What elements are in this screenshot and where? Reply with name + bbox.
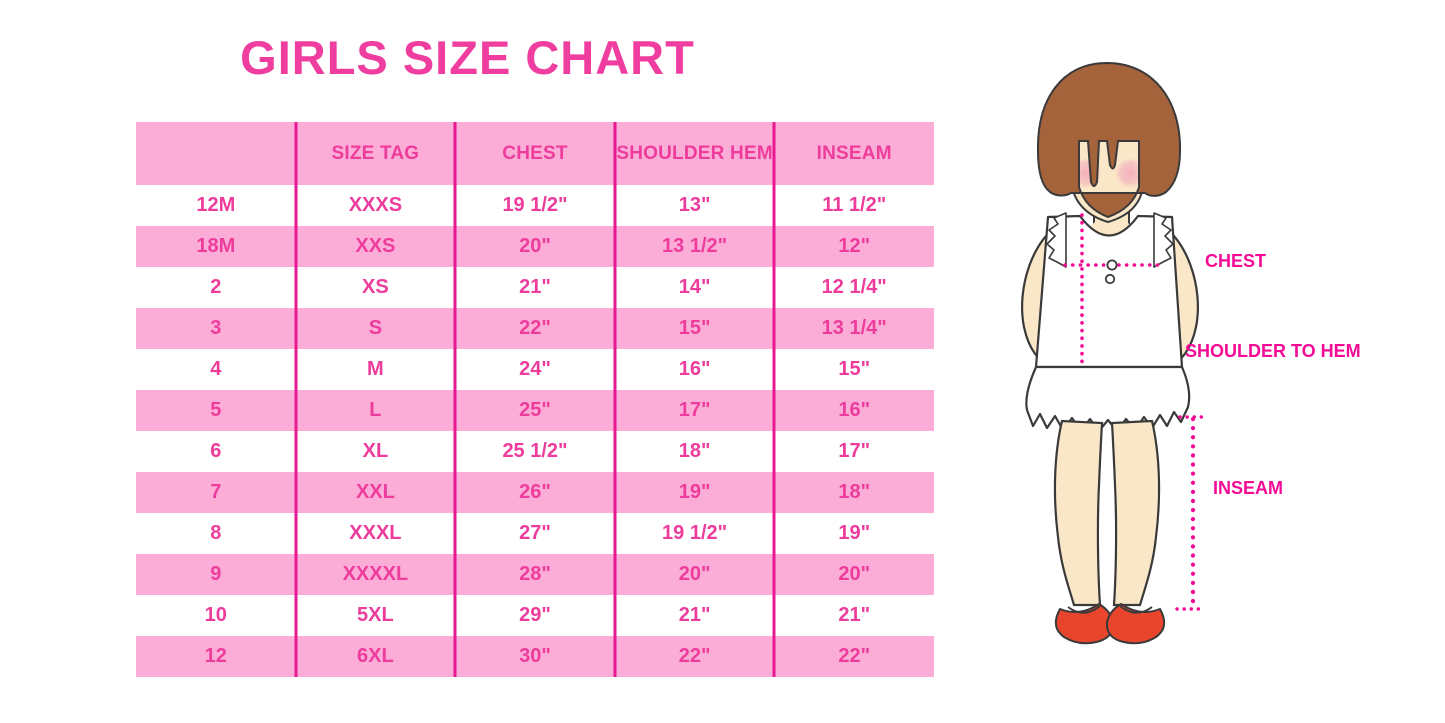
table-cell: 19 1/2" bbox=[502, 194, 568, 216]
girl-top-button-1 bbox=[1106, 259, 1118, 271]
table-cell: 19" bbox=[678, 481, 711, 503]
table-cell: 21" bbox=[838, 604, 871, 626]
table-cell: 17" bbox=[838, 440, 871, 462]
table-cell: 21" bbox=[519, 276, 551, 298]
table-cell: 14" bbox=[678, 276, 711, 298]
table-cell: 9 bbox=[210, 563, 222, 585]
table-cell: XXL bbox=[355, 481, 395, 503]
table-row: 10 5XL 29" 21" 21" bbox=[136, 595, 934, 636]
table-cell: 12" bbox=[838, 235, 871, 257]
table-cell: XXXS bbox=[348, 194, 403, 216]
table-cell: 8 bbox=[210, 522, 222, 544]
table-header-row: SIZE TAG CHEST SHOULDER HEM INSEAM bbox=[136, 122, 934, 185]
table-cell: 22" bbox=[838, 645, 871, 667]
table-cell: 22" bbox=[519, 317, 551, 339]
shoulder-to-hem-measure-label: SHOULDER TO HEM bbox=[1185, 341, 1361, 361]
column-divider bbox=[613, 122, 617, 677]
column-header: INSEAM bbox=[816, 142, 892, 164]
table-cell: 15" bbox=[838, 358, 871, 380]
table-cell: 3 bbox=[210, 317, 222, 339]
table-cell: 13 1/2" bbox=[662, 235, 728, 257]
table-row: 2 XS 21" 14" 12 1/4" bbox=[136, 267, 934, 308]
table-row: 8 XXXL 27" 19 1/2" 19" bbox=[136, 513, 934, 554]
table-cell: XS bbox=[362, 276, 389, 298]
table-cell: 20" bbox=[838, 563, 871, 585]
column-divider bbox=[772, 122, 776, 677]
table-cell: 15" bbox=[678, 317, 711, 339]
girl-hair bbox=[1036, 61, 1182, 219]
girl-skirt bbox=[1025, 365, 1191, 433]
girl-figure-illustration bbox=[1020, 61, 1205, 645]
table-cell: 26" bbox=[519, 481, 551, 503]
table-cell: 13" bbox=[678, 194, 711, 216]
girl-shoes bbox=[1054, 602, 1166, 645]
chest-measure-label: CHEST bbox=[1205, 251, 1267, 271]
table-cell: 22" bbox=[678, 645, 711, 667]
table-cell: 27" bbox=[519, 522, 551, 544]
table-cell: 18M bbox=[196, 235, 236, 257]
column-header: CHEST bbox=[502, 142, 568, 164]
table-cell: 25" bbox=[519, 399, 551, 421]
table-cell: 2 bbox=[210, 276, 222, 298]
table-cell: 25 1/2" bbox=[502, 440, 568, 462]
table-cell: 17" bbox=[678, 399, 711, 421]
girl-blush-right bbox=[1115, 158, 1145, 188]
table-cell: 6 bbox=[210, 440, 222, 462]
table-cell: 20" bbox=[678, 563, 711, 585]
table-cell: 19 1/2" bbox=[662, 522, 728, 544]
table-cell: M bbox=[367, 358, 384, 380]
table-cell: XXXXL bbox=[342, 563, 409, 585]
table-cell: 19" bbox=[838, 522, 871, 544]
table-cell: 12M bbox=[196, 194, 236, 216]
table-cell: 4 bbox=[210, 358, 222, 380]
table-row: 3 S 22" 15" 13 1/4" bbox=[136, 308, 934, 349]
table-cell: 18" bbox=[838, 481, 871, 503]
table-cell: 16" bbox=[678, 358, 711, 380]
girl-legs bbox=[1053, 419, 1161, 607]
table-cell: 10 bbox=[204, 604, 227, 626]
table-cell: 5XL bbox=[357, 604, 394, 626]
inseam-measure-label: INSEAM bbox=[1213, 478, 1284, 498]
table-row: 9 XXXXL 28" 20" 20" bbox=[136, 554, 934, 595]
table-cell: 21" bbox=[678, 604, 711, 626]
table-cell: 30" bbox=[519, 645, 551, 667]
table-cell: 12 bbox=[204, 645, 227, 667]
table-cell: S bbox=[368, 317, 383, 339]
table-cell: 13 1/4" bbox=[821, 317, 887, 339]
table-cell: 6XL bbox=[357, 645, 394, 667]
girl-ruffle-right bbox=[1153, 212, 1174, 268]
table-cell: 16" bbox=[838, 399, 871, 421]
table-cell: 20" bbox=[519, 235, 551, 257]
table-cell: 5 bbox=[210, 399, 222, 421]
table-row: 18M XXS 20" 13 1/2" 12" bbox=[136, 226, 934, 267]
table-row: 6 XL 25 1/2" 18" 17" bbox=[136, 431, 934, 472]
table-row: 7 XXL 26" 19" 18" bbox=[136, 472, 934, 513]
girl-ruffle-left bbox=[1046, 212, 1067, 268]
column-divider bbox=[453, 122, 457, 677]
table-row: 4 M 24" 16" 15" bbox=[136, 349, 934, 390]
table-cell: 12 1/4" bbox=[821, 276, 887, 298]
size-table-body: 12M XXXS 19 1/2" 13" 11 1/2" 18M XXS 20" 13 1/2"… bbox=[136, 185, 934, 677]
table-cell: 18" bbox=[678, 440, 711, 462]
size-chart-table: SIZE TAG CHEST SHOULDER HEM INSEAM 12M XXXS 1… bbox=[136, 122, 934, 677]
table-row: 5 L 25" 17" 16" bbox=[136, 390, 934, 431]
table-cell: 24" bbox=[519, 358, 551, 380]
table-cell: XXXL bbox=[349, 522, 402, 544]
table-row: 12M XXXS 19 1/2" 13" 11 1/2" bbox=[136, 185, 934, 226]
table-cell: 11 1/2" bbox=[822, 194, 887, 216]
girl-top-button-2 bbox=[1104, 273, 1116, 285]
column-divider bbox=[294, 122, 298, 677]
column-header: SIZE TAG bbox=[331, 142, 420, 164]
table-cell: 7 bbox=[210, 481, 222, 503]
table-cell: XL bbox=[362, 440, 389, 462]
column-header: SHOULDER HEM bbox=[616, 142, 773, 164]
table-row: 12 6XL 30" 22" 22" bbox=[136, 636, 934, 677]
table-cell: 29" bbox=[519, 604, 551, 626]
page-title: GIRLS SIZE CHART bbox=[240, 31, 695, 84]
table-cell: 28" bbox=[519, 563, 551, 585]
table-cell: XXS bbox=[355, 235, 396, 257]
table-cell: L bbox=[369, 399, 382, 421]
